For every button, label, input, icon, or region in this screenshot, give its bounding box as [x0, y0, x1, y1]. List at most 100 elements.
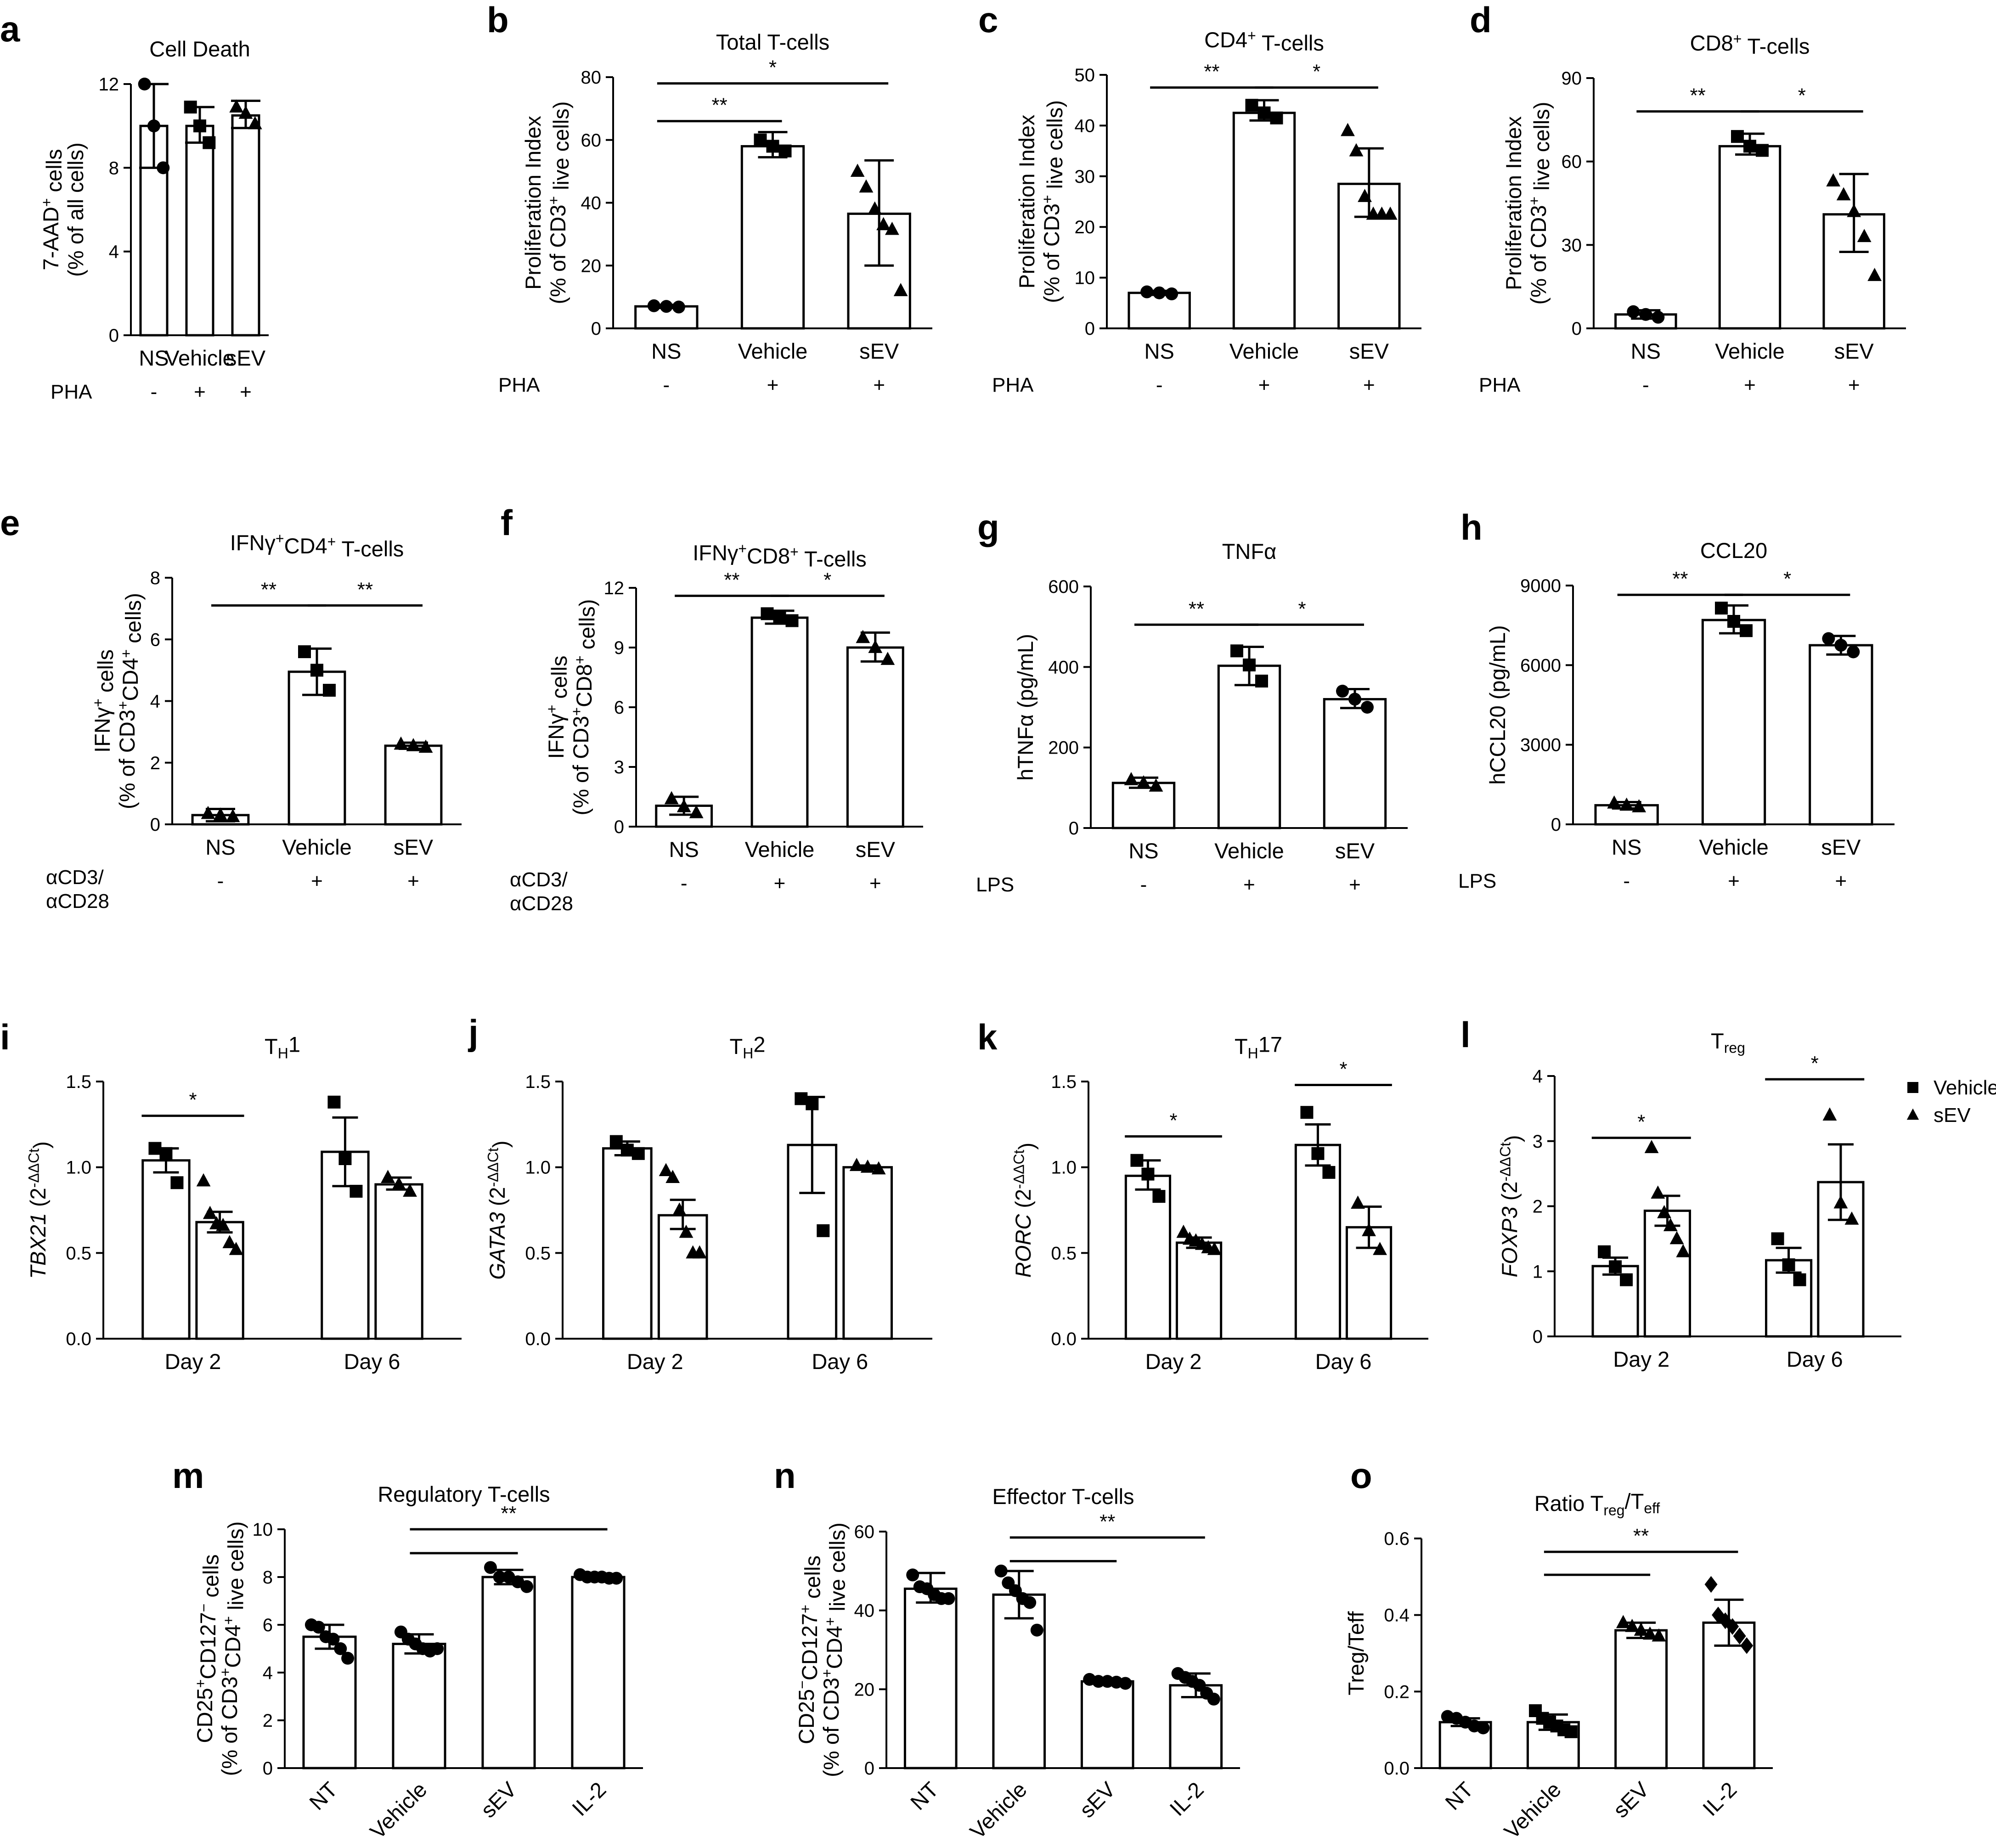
data-point	[754, 133, 767, 146]
data-point	[610, 1572, 623, 1585]
data-point	[1358, 189, 1372, 202]
y-tick-label: 12	[99, 74, 119, 95]
chart-title-part: reg	[1724, 1040, 1745, 1056]
data-point	[1627, 305, 1640, 318]
data-point	[778, 144, 792, 158]
panel-c: c CD4+​ T-cells 0 10 20 30 40 50 Proliferation I…	[978, 0, 1421, 396]
data-point	[1836, 187, 1851, 201]
y-tick-label: 200	[1048, 738, 1079, 758]
data-point	[1152, 1190, 1166, 1203]
y-axis-label-part: -ΔΔCt	[26, 1149, 42, 1188]
y-axis-label: Proliferation Index	[1501, 116, 1526, 290]
y-axis-label-part: (% of CD3	[1039, 203, 1064, 303]
bar	[602, 1147, 653, 1340]
y-axis-label-part: 7-AAD	[39, 207, 63, 270]
y-tick-label: 30	[1562, 235, 1582, 255]
data-point	[761, 607, 774, 620]
data-point	[201, 806, 215, 819]
data-point	[213, 807, 228, 821]
y-axis-label-part: +	[571, 655, 588, 664]
y-tick-label: 0.0	[525, 1329, 551, 1349]
y-axis-label-part: RORC	[1011, 1214, 1035, 1278]
y-axis-label-part: +	[544, 705, 560, 714]
y-axis-label: CD25+​CD127−​ cells	[192, 1555, 223, 1743]
chart-title-part: CD8	[1690, 31, 1733, 55]
data-point	[906, 1568, 919, 1582]
y-tick-label: 1.0	[1051, 1158, 1077, 1178]
chart-title: IFNγ+​CD8+​ T-cells	[693, 541, 867, 571]
data-point	[1564, 1725, 1578, 1738]
data-point	[1270, 111, 1283, 124]
data-point	[193, 119, 206, 133]
significance-label: **	[724, 569, 739, 591]
y-axis-label: RORC (2-ΔΔCt​)	[1011, 1143, 1038, 1278]
x-category-label: sEV	[1349, 339, 1389, 363]
y-tick-label: 50	[1075, 65, 1095, 85]
legend-label: sEV	[1934, 1104, 1971, 1127]
data-point	[1311, 1147, 1325, 1160]
y-axis-label: (% of CD3+​CD4+​ cells)	[115, 593, 146, 809]
y-tick-label: 30	[1075, 167, 1095, 187]
x-category-label: NS	[1612, 835, 1641, 859]
y-axis-label: 7-AAD+​ cells	[39, 149, 66, 270]
y-axis-label-part: (% of CD3	[569, 716, 593, 816]
x-category-label: NS	[139, 346, 169, 370]
treatment-value: +	[873, 374, 885, 396]
y-tick-label: 0.0	[1384, 1758, 1410, 1779]
y-axis-label: hCCL20 (pg/mL)	[1485, 625, 1510, 784]
data-point	[138, 78, 151, 90]
y-tick-label: 3	[614, 757, 624, 778]
data-point	[672, 1202, 687, 1216]
y-axis-label-part: cells	[199, 1555, 223, 1604]
chart-title: Regulatory T-cells	[378, 1482, 550, 1506]
data-point	[1119, 1677, 1132, 1690]
x-category-label: Day 2	[1145, 1349, 1202, 1374]
treatment-value: +	[1349, 873, 1361, 896]
y-tick-label: 6000	[1520, 655, 1561, 676]
x-category-label: Day 2	[1613, 1347, 1669, 1371]
bar	[1718, 145, 1782, 330]
y-tick-label: 20	[581, 256, 602, 276]
y-axis-label-part: IFNγ	[90, 707, 114, 753]
data-point	[1322, 1166, 1336, 1179]
y-tick-label: 0.0	[66, 1329, 91, 1349]
significance-label: *	[1811, 1052, 1819, 1075]
panel-letter: l	[1460, 1014, 1471, 1055]
y-tick-label: 1	[1533, 1262, 1543, 1282]
x-category-label: Vehicle	[965, 1777, 1032, 1844]
panel-g: g TNFα 0 200 400 600 hTNFα (pg/mL) NS Vehicle sEV…	[976, 507, 1408, 896]
y-tick-label: 40	[581, 193, 602, 214]
data-point	[1207, 1692, 1220, 1706]
treatment-label: LPS	[1458, 870, 1496, 892]
data-point	[196, 1173, 211, 1187]
significance-label: *	[823, 569, 831, 591]
y-axis-label-part: +	[569, 707, 585, 716]
panel-letter: j	[468, 1012, 479, 1053]
panel-letter: d	[1470, 0, 1492, 40]
y-axis-label-part: +	[118, 649, 134, 658]
bar	[1175, 1241, 1223, 1340]
y-axis-label-part: CD8	[572, 664, 596, 707]
data-point	[1771, 1232, 1784, 1245]
panel-i: i TH​1 0.0 0.5 1.0 1.5 TBX21 (2-ΔΔCt​) Day 2 Day…	[0, 1017, 462, 1374]
y-tick-label: 80	[581, 68, 602, 88]
x-category-label: sEV	[476, 1777, 521, 1822]
treatment-value: -	[217, 870, 224, 892]
y-tick-label: 0	[109, 326, 119, 346]
data-point	[876, 217, 891, 231]
data-point	[647, 299, 660, 312]
data-point	[1726, 1618, 1739, 1635]
significance-label: **	[357, 578, 373, 601]
data-point	[1619, 797, 1634, 811]
data-point	[856, 630, 870, 643]
data-point	[660, 300, 673, 313]
panel-letter: e	[0, 502, 20, 543]
treatment-value: +	[311, 870, 323, 892]
y-tick-label: 8	[109, 158, 119, 178]
y-tick-label: 2	[150, 753, 160, 773]
panel-letter: c	[978, 0, 998, 40]
y-axis-label-part: live cells)	[825, 1522, 850, 1617]
data-point	[298, 645, 311, 659]
data-point	[1336, 684, 1349, 698]
y-axis-label-part: (% of CD3	[115, 710, 139, 809]
